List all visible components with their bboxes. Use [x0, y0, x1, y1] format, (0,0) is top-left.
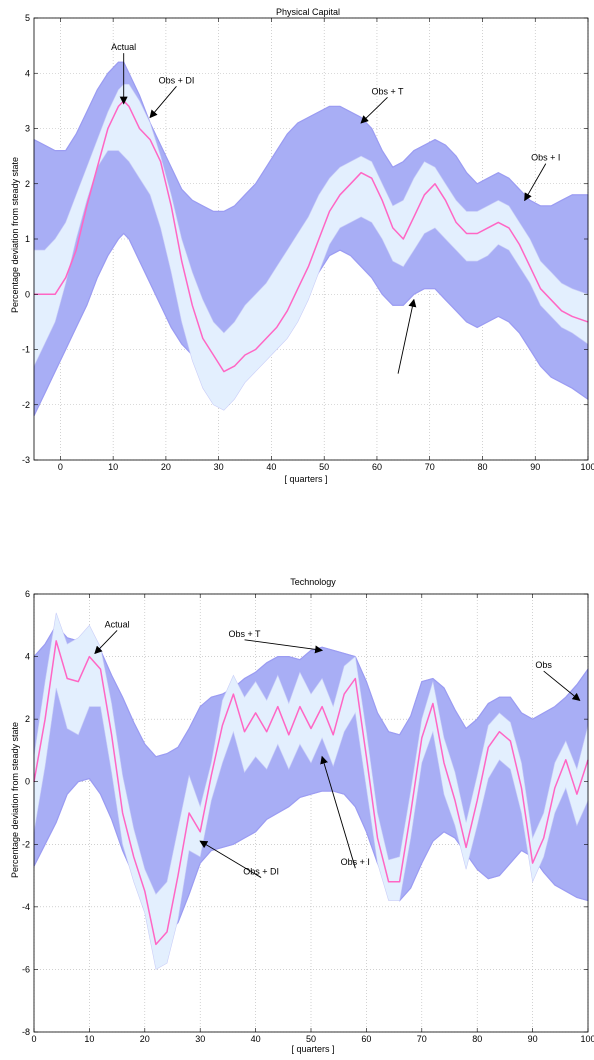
x-tick-label: 10 — [108, 462, 118, 472]
annotation-label: Obs + T — [371, 86, 404, 96]
y-tick-label: 3 — [25, 124, 30, 134]
obs-lower-edge — [33, 777, 589, 936]
annotation-arrow — [244, 639, 324, 654]
annotation-label: Obs + DI — [243, 867, 279, 877]
annotation-arrow — [149, 86, 177, 119]
x-tick-label: 50 — [319, 462, 329, 472]
annotations: Actual Obs + DI Obs + T Obs + I — [111, 42, 560, 374]
y-tick-label: -2 — [22, 839, 30, 849]
x-tick-label: 80 — [472, 1034, 482, 1044]
annotation-label: Obs — [535, 660, 552, 670]
y-tick-label: -2 — [22, 400, 30, 410]
plot-frame — [33, 17, 589, 461]
x-tick-label: 80 — [477, 462, 487, 472]
x-axis-label: [ quarters ] — [284, 474, 327, 484]
chart-title: Physical Capital — [276, 7, 340, 17]
annotation-arrow — [360, 97, 388, 124]
x-tick-label: 100 — [580, 1034, 594, 1044]
annotation-arrow — [397, 298, 417, 374]
y-tick-label: 0 — [25, 777, 30, 787]
x-tick-label: 10 — [84, 1034, 94, 1044]
y-tick-label: 1 — [25, 234, 30, 244]
x-tick-label: 30 — [214, 462, 224, 472]
annotation-label: Obs + I — [341, 857, 370, 867]
x-tick-label: 0 — [58, 462, 63, 472]
obs-upper-edge — [33, 624, 589, 758]
tick-labels: 0 10 20 30 40 50 60 70 80 90 100 -3 -2 -1 0 1 2 3 4 5 — [22, 13, 594, 472]
x-tick-label: 100 — [580, 462, 594, 472]
annotation-arrow — [94, 630, 118, 655]
y-tick-label: 6 — [25, 589, 30, 599]
x-tick-label: 0 — [31, 1034, 36, 1044]
annotation-label: Actual — [111, 42, 136, 52]
y-axis-label: Percentage deviation from steady state — [10, 722, 20, 878]
axes-frame — [33, 593, 589, 1033]
obs-upper-edge — [33, 61, 588, 212]
y-tick-label: 5 — [25, 13, 30, 23]
y-tick-label: 4 — [25, 652, 30, 662]
y-tick-label: 4 — [25, 68, 30, 78]
y-tick-label: -8 — [22, 1027, 30, 1037]
y-tick-label: 2 — [25, 714, 30, 724]
actual-series — [33, 640, 589, 946]
y-tick-label: -1 — [22, 345, 30, 355]
plot-frame — [33, 593, 589, 1033]
y-tick-label: -6 — [22, 964, 30, 974]
x-axis-label: [ quarters ] — [291, 1044, 334, 1054]
x-tick-label: 40 — [266, 462, 276, 472]
annotation-label: Obs + I — [531, 153, 560, 163]
annotation-arrow — [199, 840, 262, 878]
actual-line — [33, 640, 589, 946]
x-tick-label: 30 — [195, 1034, 205, 1044]
chart-title: Technology — [290, 577, 336, 587]
tick-labels: 0 10 20 30 40 50 60 70 80 90 100 -8 -6 -4 -2 0 2 4 6 — [22, 589, 594, 1044]
x-tick-label: 60 — [372, 462, 382, 472]
x-tick-label: 90 — [528, 1034, 538, 1044]
y-tick-label: -4 — [22, 902, 30, 912]
x-tick-label: 20 — [161, 462, 171, 472]
y-tick-label: 2 — [25, 179, 30, 189]
x-tick-label: 70 — [425, 462, 435, 472]
y-tick-label: 0 — [25, 289, 30, 299]
technology-chart: Technology Percentage deviation from ste… — [10, 577, 594, 1054]
x-tick-label: 60 — [361, 1034, 371, 1044]
x-tick-label: 50 — [306, 1034, 316, 1044]
annotation-arrow — [543, 670, 581, 702]
x-tick-label: 70 — [417, 1034, 427, 1044]
axes-frame — [33, 17, 589, 461]
y-axis-label: Percentage deviation from steady state — [10, 157, 20, 313]
annotation-arrow — [320, 755, 356, 869]
y-tick-label: -3 — [22, 455, 30, 465]
annotation-label: Obs + DI — [159, 75, 195, 85]
annotation-label: Actual — [105, 619, 130, 629]
annotation-label: Obs + T — [228, 629, 261, 639]
x-tick-label: 20 — [140, 1034, 150, 1044]
physical-capital-chart: Physical Capital Percentage deviation fr… — [10, 7, 594, 484]
annotation-arrow — [524, 163, 547, 202]
x-tick-label: 40 — [251, 1034, 261, 1044]
bands — [33, 61, 589, 417]
x-tick-label: 90 — [530, 462, 540, 472]
annotations: Actual Obs + T Obs Obs + DI Obs + I — [94, 619, 581, 878]
